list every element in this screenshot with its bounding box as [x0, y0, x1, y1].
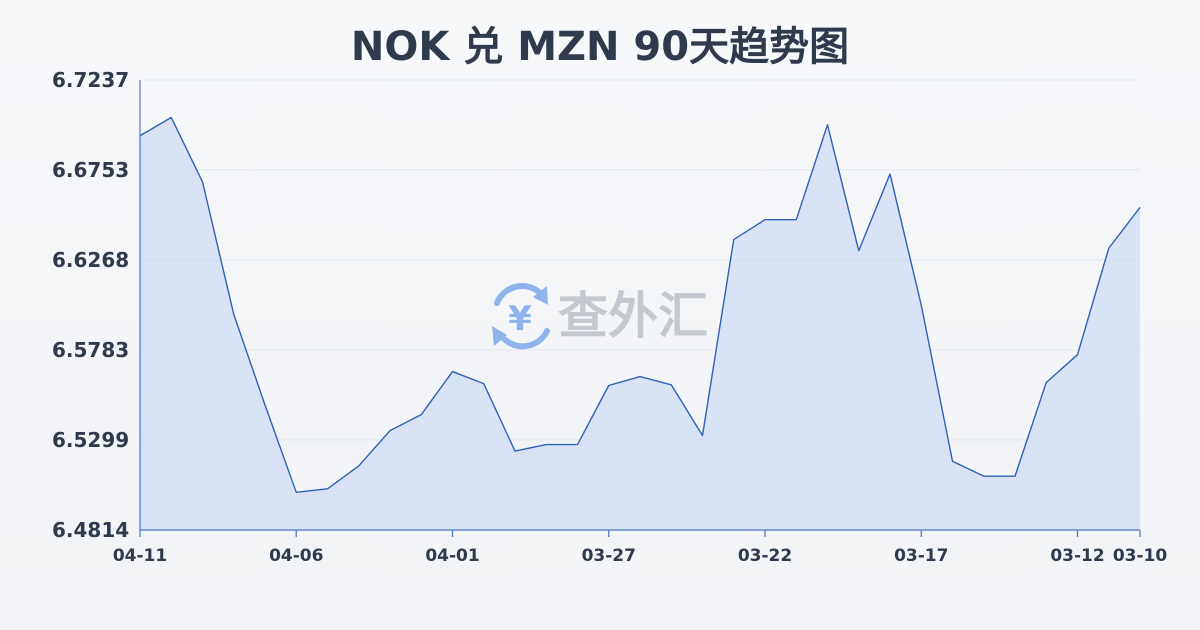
y-tick-labels: 6.7237 6.6753 6.6268 6.5783 6.5299 6.4814: [52, 68, 129, 542]
yen-exchange-icon: ¥: [492, 283, 550, 350]
x-tick-label: 03-27: [582, 546, 636, 566]
y-tick-label: 6.5299: [52, 428, 129, 452]
watermark-text: 查外汇: [558, 287, 708, 345]
x-tick-labels: 04-11 04-06 04-01 03-27 03-22 03-17 03-12 03-10: [113, 530, 1168, 566]
y-tick-label: 6.6753: [52, 158, 129, 182]
x-tick-label: 04-01: [425, 546, 479, 566]
watermark: ¥ 查外汇: [492, 283, 708, 350]
y-tick-label: 6.7237: [52, 68, 129, 92]
x-tick-label: 03-22: [738, 546, 792, 566]
x-tick-label: 04-11: [113, 546, 167, 566]
y-tick-label: 6.6268: [52, 248, 129, 272]
x-tick-label: 03-10: [1113, 546, 1168, 566]
x-tick-label: 04-06: [269, 546, 323, 566]
x-tick-label: 03-12: [1050, 546, 1104, 566]
y-tick-label: 6.4814: [52, 518, 129, 542]
series-area: [140, 117, 1140, 531]
x-tick-label: 03-17: [894, 546, 948, 566]
yen-glyph: ¥: [508, 299, 532, 339]
series-line: [139, 116, 1141, 493]
chart-title: NOK 兑 MZN 90天趋势图: [351, 24, 849, 70]
y-tick-label: 6.5783: [52, 338, 129, 362]
